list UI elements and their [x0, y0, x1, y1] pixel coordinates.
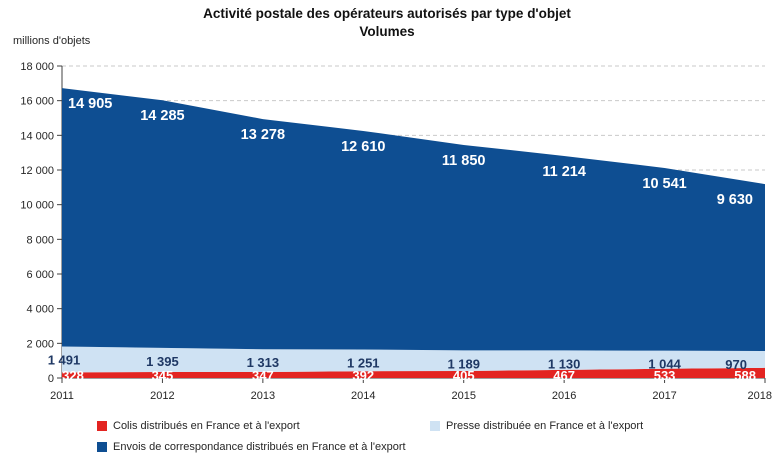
legend-item-envois: Envois de correspondance distribués en F… [97, 441, 406, 453]
legend-item-presse: Presse distribuée en France et à l'expor… [430, 420, 643, 432]
x-axis-tick-label: 2016 [552, 390, 576, 402]
data-label: 347 [252, 368, 274, 383]
data-label: 405 [453, 368, 475, 383]
data-label: 328 [62, 368, 84, 383]
y-axis-tick-label: 4 000 [26, 304, 54, 316]
legend-swatch-presse-icon [430, 421, 440, 431]
legend-label-presse: Presse distribuée en France et à l'expor… [446, 420, 644, 432]
data-label: 392 [352, 368, 374, 383]
area-series [62, 367, 765, 378]
data-label: 14 905 [68, 96, 112, 112]
y-axis-tick-label: 18 000 [20, 61, 54, 73]
area-series [62, 88, 765, 351]
x-axis-tick-label: 2017 [652, 390, 676, 402]
x-axis-tick-label: 2012 [150, 390, 174, 402]
legend-item-colis: Colis distribués en France et à l'export [97, 420, 300, 432]
plot-area: 0 2 000 4 000 6 000 8 000 10 000 12 000 14 000 1… [20, 61, 772, 402]
area-series [62, 346, 765, 373]
data-label: 12 610 [341, 139, 385, 155]
legend-swatch-envois-icon [97, 442, 107, 452]
data-label: 345 [152, 368, 174, 383]
x-axis-tick-label: 2011 [50, 390, 74, 402]
data-label: 14 285 [140, 108, 184, 124]
data-label: 1 491 [48, 352, 81, 367]
data-label: 9 630 [717, 192, 753, 208]
data-label: 11 214 [542, 164, 586, 180]
x-axis-tick-label: 2013 [251, 390, 275, 402]
data-label: 1 044 [648, 357, 681, 372]
data-label: 1 189 [447, 356, 480, 371]
data-label: 10 541 [642, 176, 686, 192]
x-axis-tick-label: 2014 [351, 390, 375, 402]
chart-subtitle: Volumes [359, 24, 415, 39]
data-label: 533 [654, 368, 676, 383]
data-label: 1 313 [247, 355, 280, 370]
data-label: 1 395 [146, 354, 179, 369]
y-axis-tick-label: 2 000 [26, 338, 54, 350]
chart-title: Activité postale des opérateurs autorisé… [203, 6, 571, 21]
data-label: 970 [725, 357, 747, 372]
legend-label-envois: Envois de correspondance distribués en F… [113, 441, 406, 453]
y-axis-unit-label: millions d'objets [13, 35, 91, 47]
data-label: 1 130 [548, 356, 581, 371]
y-axis-tick-label: 6 000 [26, 269, 54, 281]
data-label: 13 278 [241, 127, 285, 143]
legend-swatch-colis-icon [97, 421, 107, 431]
y-axis-tick-label: 12 000 [20, 165, 54, 177]
data-label: 11 850 [442, 153, 486, 169]
y-axis-tick-label: 16 000 [20, 96, 54, 108]
y-axis-tick-label: 0 [48, 373, 54, 385]
y-axis-tick-label: 14 000 [20, 130, 54, 142]
data-label: 588 [734, 368, 756, 383]
y-axis-tick-label: 8 000 [26, 234, 54, 246]
x-axis-tick-label: 2018 [748, 390, 772, 402]
data-label: 1 251 [347, 356, 380, 371]
data-label: 467 [553, 368, 575, 383]
y-axis-tick-label: 10 000 [20, 200, 54, 212]
legend-label-colis: Colis distribués en France et à l'export [113, 420, 300, 432]
x-axis-tick-label: 2015 [451, 390, 475, 402]
